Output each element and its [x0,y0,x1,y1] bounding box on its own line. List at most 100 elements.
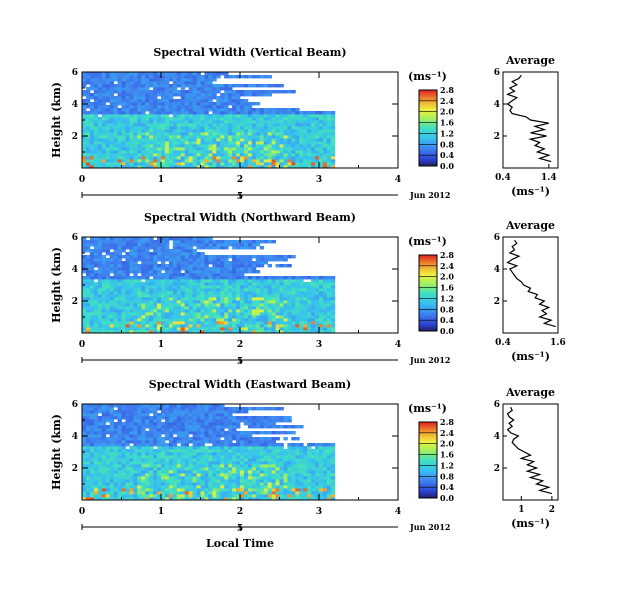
heatmap-cell [251,261,257,265]
heatmap-cell [224,261,229,265]
heatmap-cell [303,156,308,160]
heatmap-cell [236,93,241,97]
heatmap-cell [220,309,225,313]
heatmap-cell [141,132,146,136]
heatmap-cell [307,297,312,301]
heatmap-cell [224,153,229,157]
heatmap-cell [311,162,316,166]
heatmap-cells [82,237,336,334]
heatmap-cell [168,312,174,316]
heatmap-cell [224,258,229,262]
heatmap-cell [105,144,111,148]
heatmap-cell [85,156,91,160]
heatmap-cell [196,162,201,166]
heatmap-cell [216,135,221,139]
heatmap-cell [133,246,138,250]
heatmap-cell [93,288,99,292]
heatmap-cell [283,488,288,492]
heatmap-cell [303,117,308,121]
heatmap-cell [192,306,197,310]
heatmap-cell [259,108,265,112]
heatmap-cell [184,294,190,298]
heatmap-cell [192,297,197,301]
colorbar-unit-label: (ms⁻¹) [408,235,447,248]
heatmap-cell [204,273,209,277]
heatmap-cell [247,449,253,453]
heatmap-cell [161,114,166,118]
heatmap-cell [228,276,233,280]
heatmap-cell [117,312,122,316]
heatmap-cell [188,240,193,244]
heatmap-cell [117,102,122,106]
heatmap-cell [326,162,332,166]
heatmap-cell [184,318,190,322]
heatmap-cell [105,309,111,313]
heatmap-cell [315,153,320,157]
heatmap-cell [188,476,193,480]
heatmap-cell [137,246,142,250]
heatmap-cell [240,165,245,169]
heatmap-cell [82,114,87,118]
heatmap-cell [137,90,142,94]
heatmap-cell [322,129,328,133]
heatmap-cell [267,138,272,142]
heatmap-cell [247,123,253,127]
heatmap-cell [204,315,209,319]
heatmap-cell [93,96,99,100]
heatmap-cell [208,330,213,334]
heatmap-cell [212,485,217,489]
heatmap-cell [299,294,304,298]
heatmap-cell [255,303,261,307]
heatmap-cell [287,327,292,331]
heatmap-cell [105,75,111,79]
heatmap-cell [208,81,213,85]
heatmap-cell [101,479,107,483]
heatmap-cell [228,156,233,160]
heatmap-cell [204,464,209,468]
heatmap-cell [113,282,118,286]
heatmap-cell [125,306,130,310]
heatmap-cell [315,324,320,328]
heatmap-cell [220,126,225,130]
heatmap-cell [113,90,118,94]
y-tick-label: 4 [72,100,78,110]
heatmap-cell [228,488,233,492]
heatmap-cell [220,318,225,322]
heatmap-cell [243,114,249,118]
heatmap-cell [311,279,316,283]
heatmap-cell [184,491,190,495]
heatmap-cell [247,473,253,477]
heatmap-cell [157,147,162,151]
heatmap-cell [322,114,328,118]
heatmap-cell [307,473,312,477]
heatmap-cell [113,258,118,262]
heatmap-cell [141,494,146,498]
heatmap-cell [291,485,296,489]
heatmap-cell [287,476,292,480]
heatmap-cell [141,312,146,316]
heatmap-cell [192,111,197,115]
heatmap-cell [141,72,146,76]
heatmap-cell [141,273,146,277]
heatmap-cell [184,75,190,79]
heatmap-cell [208,147,213,151]
heatmap-cell [287,156,292,160]
heatmap-cell [330,312,336,316]
heatmap-cell [149,111,154,115]
heatmap-cell [243,467,249,471]
heatmap-cell [93,270,99,274]
heatmap-cell [303,485,308,489]
heatmap-cell [212,285,217,289]
heatmap-cell [232,494,237,498]
heatmap-cell [161,488,166,492]
heatmap-cell [85,297,91,301]
heatmap-cell [196,108,201,112]
heatmap-cell [295,315,300,319]
heatmap-cell [133,476,138,480]
heatmap-cell [267,132,272,136]
heatmap-cell [82,249,87,253]
heatmap-cell [283,111,288,115]
heatmap-cell [192,102,197,106]
heatmap-cell [259,464,265,468]
heatmap-cell [326,473,332,477]
